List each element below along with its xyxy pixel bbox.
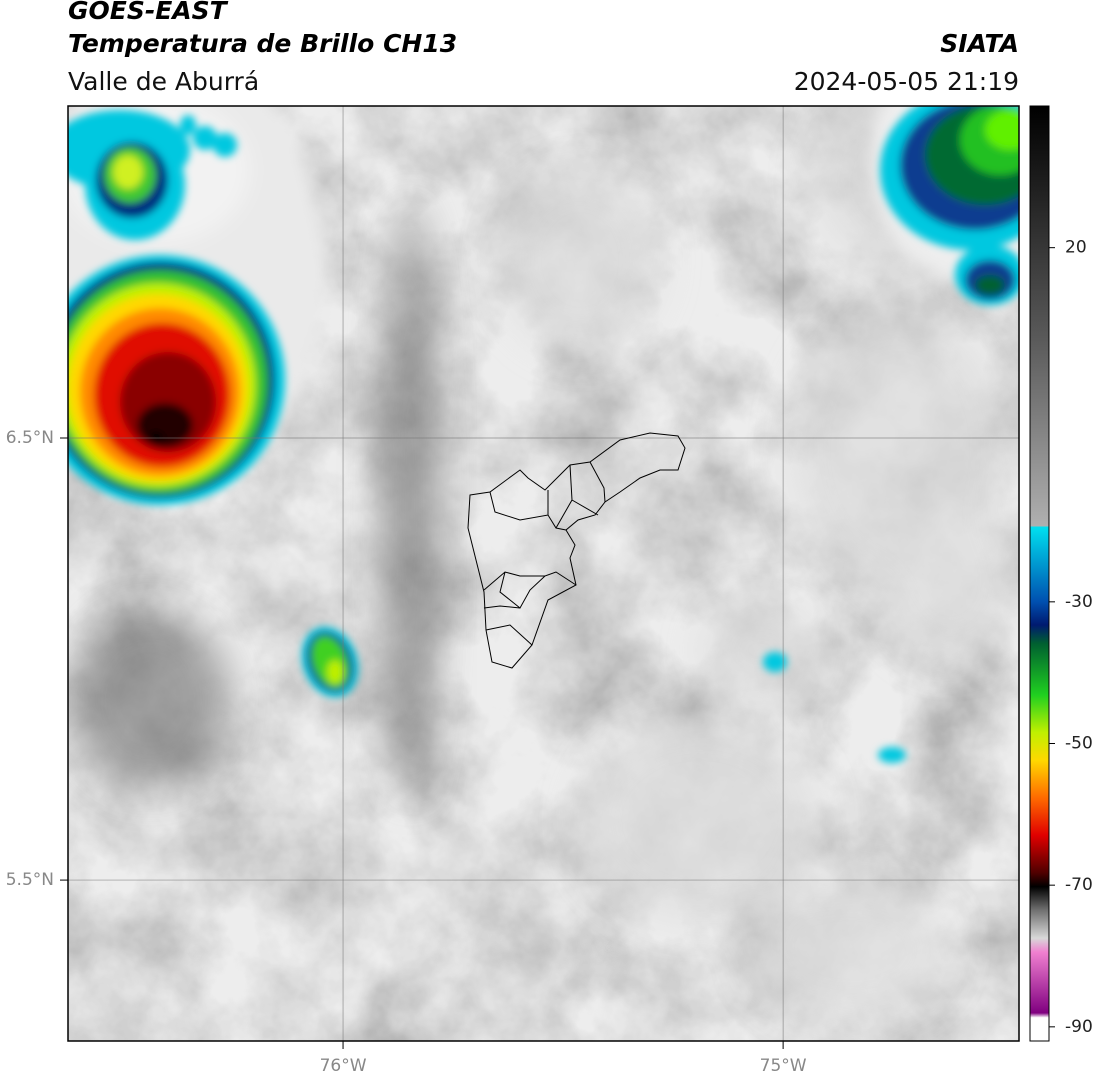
region: Valle de Aburrá: [68, 67, 259, 96]
colorbar-tick-label: -90: [1065, 1017, 1093, 1037]
lat-tick-label: 6.5°N: [6, 428, 54, 448]
map-axes: 76°W 75°W 6.5°N 5.5°N: [6, 428, 807, 1076]
colorbar-ticks: 20 -30 -50 -70 -90: [1049, 238, 1093, 1037]
municipal-boundaries: [467, 432, 686, 669]
storm-west: [68, 110, 285, 505]
subtitle: Temperatura de Brillo CH13: [68, 29, 457, 58]
colorbar-tick-label: 20: [1065, 238, 1087, 258]
colorbar-tick-label: -30: [1065, 592, 1093, 612]
storm-northeast: [763, 106, 1019, 763]
lon-tick-label: 75°W: [760, 1056, 807, 1076]
colorbar-tick-label: -50: [1065, 734, 1093, 754]
colorbar: [1029, 105, 1050, 1042]
source: SIATA: [940, 29, 1019, 58]
title: GOES-EAST: [68, 0, 229, 25]
grid: [68, 106, 1019, 1041]
lon-tick-label: 76°W: [320, 1056, 367, 1076]
satellite-image: [68, 106, 1019, 1041]
datetime: 2024-05-05 21:19: [794, 67, 1019, 96]
storm-south: [301, 626, 359, 698]
lat-tick-label: 5.5°N: [6, 870, 54, 890]
colorbar-tick-label: -70: [1065, 875, 1093, 895]
map-frame: [67, 105, 1020, 1042]
